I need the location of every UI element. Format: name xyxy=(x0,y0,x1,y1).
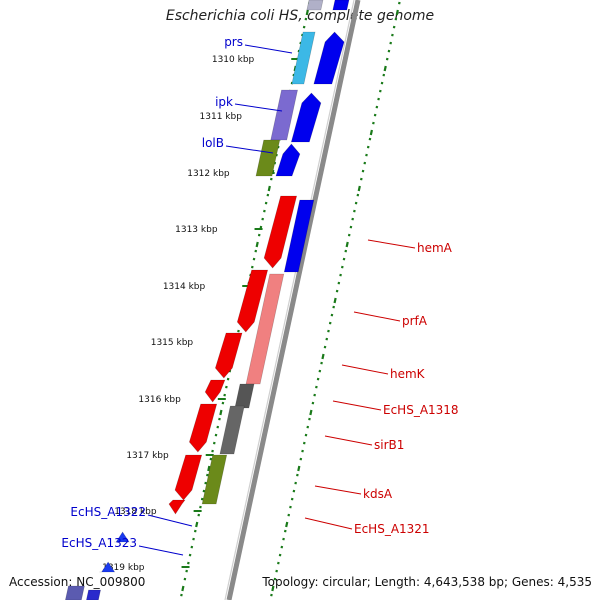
band-sirB1 xyxy=(219,405,245,455)
kbp-label: 1316 kbp xyxy=(138,395,181,405)
tick-dot xyxy=(219,409,223,416)
gene-label-lolB-leader xyxy=(225,145,274,154)
gene-label-hemK-leader xyxy=(341,364,389,375)
genome-backbone xyxy=(226,0,361,600)
gene-label-EcHS_A1323-leader xyxy=(138,545,184,556)
feature-blue-top xyxy=(332,0,350,11)
gene-label-EcHS_A1321-leader xyxy=(304,517,353,530)
forward-features xyxy=(65,31,345,600)
kbp-label: 1318 kbp xyxy=(114,507,157,517)
gene-prs-band xyxy=(291,31,316,85)
gene-hemA-arrow xyxy=(263,195,298,269)
genome-backbone-highlight xyxy=(224,0,355,600)
band-prfA xyxy=(245,273,285,385)
tick-dot xyxy=(345,241,349,248)
tick-dot xyxy=(255,241,259,248)
gene-EcHS_A1321-arrow xyxy=(168,499,186,515)
kbp-label: 1310 kbp xyxy=(212,55,255,65)
gene-label-EcHS_A1318: EcHS_A1318 xyxy=(383,403,459,417)
gene-label-ipk: ipk xyxy=(215,95,233,109)
gene-label-EcHS_A1322-leader xyxy=(147,514,193,527)
gene-label-sirB1: sirB1 xyxy=(374,438,404,452)
feature-blue-long xyxy=(283,199,315,273)
tick-dot xyxy=(395,9,399,16)
tick-dot xyxy=(357,185,361,192)
tick-dot xyxy=(383,65,387,72)
gene-lolB-band xyxy=(255,139,281,177)
gene-label-hemK: hemK xyxy=(390,367,426,381)
accession-text: Accession: NC_009800 xyxy=(9,575,146,589)
gene-label-prfA-leader xyxy=(353,311,401,322)
tick-dot xyxy=(297,465,301,472)
tick-dot xyxy=(271,585,275,592)
gene-label-hemA: hemA xyxy=(417,241,453,255)
tick-dot xyxy=(181,585,185,592)
tick-dot xyxy=(369,129,373,136)
topology-text: Topology: circular; Length: 4,643,538 bp… xyxy=(262,575,592,589)
tick-dot xyxy=(195,521,199,528)
band-EcHS_A1318 xyxy=(234,383,255,409)
map-title: Escherichia coli HS, complete genome xyxy=(165,8,435,24)
tick-dot xyxy=(305,9,309,16)
kbp-label: 1313 kbp xyxy=(175,225,218,235)
gene-label-prs-leader xyxy=(244,44,293,54)
gene-label-ipk-leader xyxy=(234,103,283,112)
tick-dot xyxy=(309,409,313,416)
gene-label-prs: prs xyxy=(224,35,243,49)
gene-label-hemA-leader xyxy=(367,239,416,249)
gene-EcHS_A1322-arrow xyxy=(113,531,130,543)
gene-label-prfA: prfA xyxy=(402,314,428,328)
feature-bottom-purple xyxy=(65,585,85,600)
top-features xyxy=(306,0,350,11)
gene-hemK-arrow xyxy=(215,332,243,379)
feature-bottom-blue xyxy=(86,589,101,600)
gene-ipk-arrow xyxy=(290,92,322,143)
tick-dot xyxy=(267,185,271,192)
feature-gray-top xyxy=(306,0,324,11)
gene-lolB-arrow xyxy=(275,143,301,177)
tick-dot xyxy=(207,465,211,472)
gene-EcHS_A1323-arrow xyxy=(99,561,116,573)
gene-prfA-arrow xyxy=(236,269,269,333)
gene-label-sirB1-leader xyxy=(324,435,373,446)
reverse-features xyxy=(168,195,298,515)
kbp-label: 1317 kbp xyxy=(126,451,169,461)
gene-label-EcHS_A1322: EcHS_A1322 xyxy=(70,505,146,519)
gene-label-EcHS_A1323: EcHS_A1323 xyxy=(61,536,137,550)
kbp-label: 1311 kbp xyxy=(200,112,243,122)
gene-red-small-1 xyxy=(204,379,226,403)
outer-tick-track xyxy=(270,1,401,597)
gene-label-EcHS_A1318-leader xyxy=(332,400,382,411)
kbp-label: 1319 kbp xyxy=(102,563,145,573)
gene-label-EcHS_A1321: EcHS_A1321 xyxy=(354,522,430,536)
kbp-label: 1312 kbp xyxy=(187,169,230,179)
gene-label-kdsA: kdsA xyxy=(363,487,393,501)
gene-kdsA-arrow xyxy=(174,454,203,501)
tick-dot xyxy=(285,521,289,528)
gene-ipk-band xyxy=(270,89,298,141)
kbp-label: 1314 kbp xyxy=(163,282,206,292)
kbp-label: 1315 kbp xyxy=(151,338,194,348)
tick-dot xyxy=(333,297,337,304)
gene-label-kdsA-leader xyxy=(314,485,362,495)
band-kdsA xyxy=(201,454,228,505)
tick-dot xyxy=(321,353,325,360)
gene-prs-arrow xyxy=(313,31,345,85)
gene-label-lolB: lolB xyxy=(202,136,224,150)
gene-red-small-2 xyxy=(189,403,218,453)
